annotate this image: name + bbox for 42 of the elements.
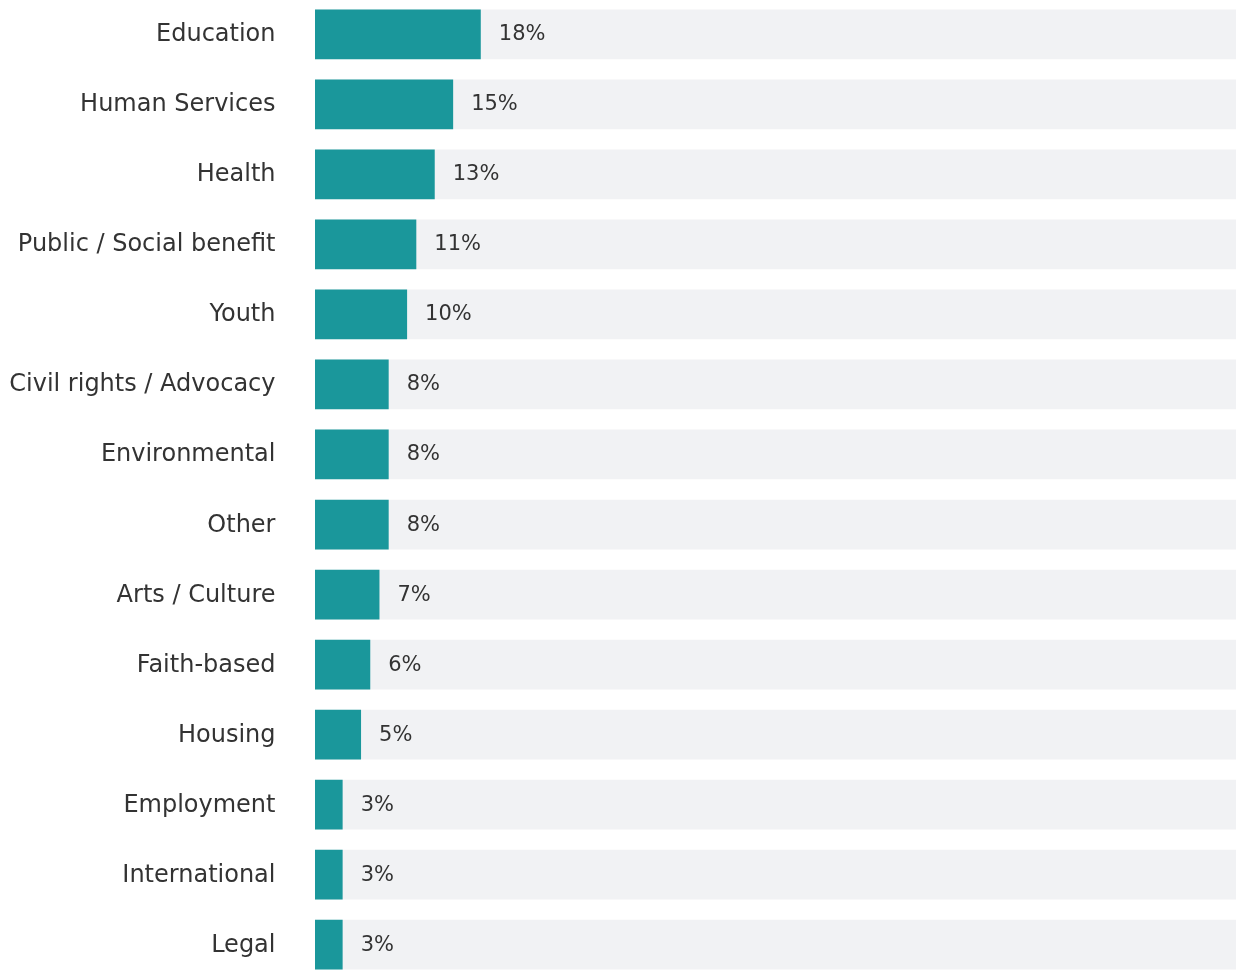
- y-tick-label: Health: [196, 159, 276, 188]
- data-label: 3%: [360, 931, 394, 956]
- y-tick-label: Education: [156, 19, 276, 48]
- bar: [315, 289, 408, 340]
- y-tick-label: Human Services: [80, 89, 276, 118]
- bar: [315, 919, 343, 970]
- data-label: 10%: [425, 301, 472, 326]
- bar: [315, 219, 417, 270]
- y-tick-label: Legal: [211, 929, 276, 958]
- data-label: 15%: [471, 91, 518, 116]
- bar: [315, 639, 371, 690]
- bar: [315, 849, 343, 900]
- y-tick-label: Civil rights / Advocacy: [9, 369, 276, 398]
- bar: [315, 149, 435, 200]
- data-label: 8%: [406, 441, 441, 466]
- y-tick-label: Youth: [208, 299, 276, 328]
- y-tick-label: Employment: [123, 789, 276, 818]
- data-label: 7%: [397, 581, 431, 606]
- bar: [315, 9, 481, 60]
- data-label: 3%: [360, 861, 394, 886]
- data-label: 8%: [406, 511, 441, 536]
- data-label: 5%: [379, 721, 413, 746]
- y-tick-label: Other: [207, 509, 276, 538]
- bar: [315, 779, 343, 830]
- y-tick-label: Environmental: [100, 439, 276, 468]
- bar: [315, 709, 362, 760]
- y-tick-label: Faith-based: [136, 649, 276, 678]
- data-label: 13%: [452, 161, 500, 186]
- data-label: 3%: [360, 791, 394, 816]
- bar: [315, 79, 454, 130]
- bar: [315, 499, 389, 550]
- data-label: 6%: [388, 651, 422, 676]
- data-label: 11%: [434, 231, 481, 256]
- bar: [315, 429, 389, 480]
- data-label: 18%: [498, 21, 546, 46]
- y-tick-label: Housing: [177, 719, 276, 748]
- data-label: 8%: [406, 371, 441, 396]
- y-tick-label: Arts / Culture: [116, 579, 276, 608]
- y-tick-label: Public / Social benefit: [17, 229, 276, 258]
- bar: [315, 359, 389, 410]
- y-tick-label: International: [122, 859, 276, 888]
- bar: [315, 569, 380, 620]
